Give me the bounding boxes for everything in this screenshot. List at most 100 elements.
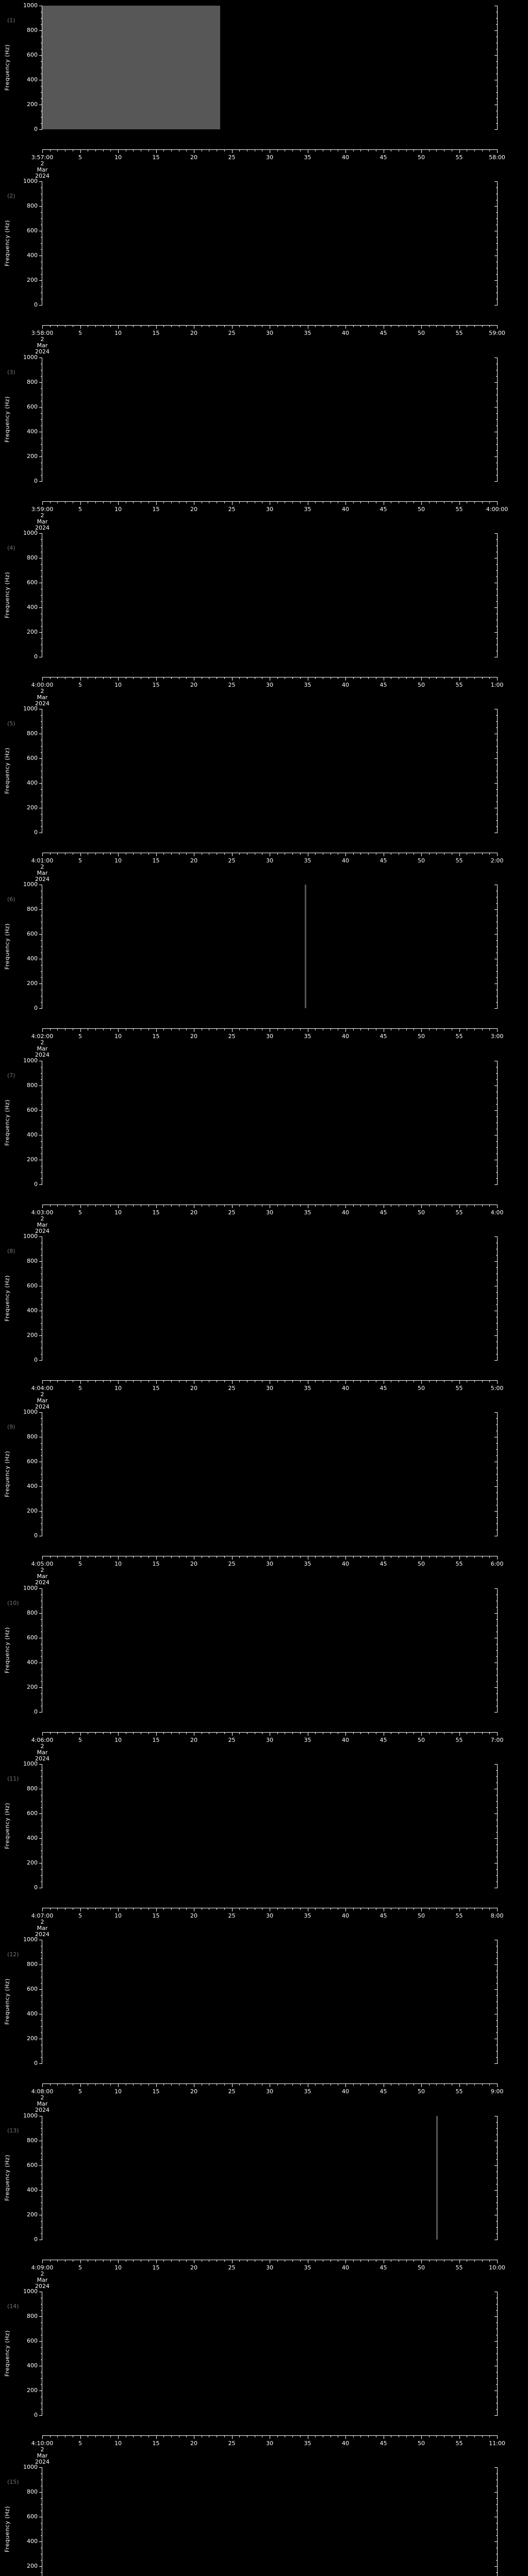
y-axis-minor-tick-right <box>496 721 498 722</box>
y-axis-minor-tick-right <box>496 2153 498 2154</box>
y-axis-minor-tick <box>41 1073 42 1074</box>
y-axis-tick-label: 1000 <box>23 2287 38 2295</box>
y-axis-tick-right <box>494 1989 498 1990</box>
x-axis-tick-label: 30 <box>266 681 273 688</box>
x-axis-tick <box>459 2435 460 2439</box>
x-axis-minor-tick <box>474 2084 475 2086</box>
x-axis-start-label: 3:57:00 2 Mar 2024 <box>31 154 54 179</box>
x-axis-tick <box>42 853 43 857</box>
x-axis-tick-label: 45 <box>380 2439 387 2447</box>
y-axis-tick <box>39 1184 42 1185</box>
x-axis-tick <box>345 1205 346 1208</box>
x-axis-minor-tick <box>163 1381 164 1383</box>
y-axis-label: Frequency (Hz) <box>4 1802 11 1849</box>
y-axis-tick-label: 400 <box>27 2010 38 2018</box>
x-axis-minor-tick <box>489 1908 490 1910</box>
y-axis-tick <box>39 1110 42 1111</box>
y-axis-minor-tick-right <box>496 92 498 93</box>
x-axis-tick <box>118 2084 119 2088</box>
x-axis-tick-label: 20 <box>190 505 197 513</box>
x-axis-minor-tick <box>247 1556 248 1558</box>
y-axis-tick <box>39 30 42 31</box>
x-axis-minor-tick <box>360 853 361 855</box>
x-axis-minor-tick <box>247 1381 248 1383</box>
x-axis-minor-tick <box>239 1381 240 1383</box>
x-axis-minor-tick <box>429 2260 430 2262</box>
x-axis-minor-tick <box>224 2084 225 2086</box>
x-axis-minor-tick <box>163 326 164 328</box>
x-axis-tick <box>345 1381 346 1384</box>
x-axis-tick <box>497 677 498 681</box>
y-axis-tick <box>39 1008 42 1009</box>
x-axis-minor-tick <box>360 1908 361 1910</box>
x-axis-tick-label: 15 <box>152 2088 160 2095</box>
x-axis-minor-tick <box>110 150 111 151</box>
x-axis-tick-label: 40 <box>342 2088 349 2095</box>
x-axis-minor-tick <box>103 1381 104 1383</box>
x-axis-minor-tick <box>224 501 225 503</box>
x-axis-minor-tick <box>57 1732 58 1734</box>
x-axis-minor-tick <box>300 1381 301 1383</box>
x-axis-tick <box>497 2260 498 2263</box>
x-axis-minor-tick <box>103 1732 104 1734</box>
y-axis-minor-tick-right <box>496 1801 498 1802</box>
x-axis-tick <box>118 150 119 153</box>
y-axis-tick-right <box>494 1613 498 1614</box>
x-axis-end-label: 58:00 <box>489 154 505 161</box>
x-axis-minor-tick <box>57 1556 58 1558</box>
x-axis-minor-tick <box>95 1029 96 1031</box>
x-axis-minor-tick <box>110 1732 111 1734</box>
x-axis-minor-tick <box>315 677 316 679</box>
x-axis-tick-label: 5 <box>78 1385 82 1392</box>
y-axis-minor-tick-right <box>496 274 498 275</box>
y-axis-tick <box>39 2415 42 2416</box>
y-axis-minor-tick <box>41 721 42 722</box>
panel-number-label: (15) <box>7 2479 19 2486</box>
x-axis-tick-label: 5 <box>78 154 82 161</box>
y-axis-tick-right <box>494 1335 498 1336</box>
x-axis-tick-label: 5 <box>78 2439 82 2447</box>
x-axis-minor-tick <box>95 1732 96 1734</box>
x-axis-minor-tick <box>368 1381 369 1383</box>
x-axis-minor-tick <box>353 1908 354 1910</box>
y-axis-minor-tick <box>41 903 42 904</box>
spectrogram-panel: 0 200 400 600 800 1000 Frequency (Hz) (12) 4:08:… <box>0 1934 528 2113</box>
y-axis-minor-tick <box>41 1116 42 1117</box>
x-axis-minor-tick <box>292 1029 293 1031</box>
x-axis-minor-tick <box>353 501 354 503</box>
y-axis-tick-right <box>494 1486 498 1487</box>
y-axis-tick-label: 600 <box>27 52 38 58</box>
y-axis-minor-tick <box>41 286 42 287</box>
x-axis-minor-tick <box>50 1381 51 1383</box>
y-axis-tick-label: 0 <box>34 1532 38 1539</box>
x-axis-tick <box>421 1556 422 1560</box>
x-axis-tick-label: 10 <box>114 2264 122 2271</box>
y-axis-minor-tick-right <box>496 746 498 747</box>
y-axis-minor-tick-right <box>496 249 498 250</box>
y-axis-tick-label: 1000 <box>23 1936 38 1943</box>
x-axis-tick-label: 55 <box>455 154 463 161</box>
x-axis-tick <box>232 1381 233 1384</box>
x-axis-minor-tick <box>474 1205 475 1207</box>
x-axis-minor-tick <box>103 1029 104 1031</box>
y-axis-tick-right <box>494 2165 498 2166</box>
x-axis-tick <box>156 1381 157 1384</box>
x-axis-tick-label: 20 <box>190 1033 197 1040</box>
x-axis-tick <box>232 1029 233 1032</box>
x-axis-tick-label: 20 <box>190 2439 197 2447</box>
x-axis-minor-tick <box>247 1205 248 1207</box>
x-axis-minor-tick <box>315 2435 316 2437</box>
x-axis-minor-tick <box>436 501 437 503</box>
x-axis-tick <box>156 150 157 153</box>
y-axis-minor-tick-right <box>496 1643 498 1645</box>
x-axis-minor-tick <box>239 501 240 503</box>
x-axis-minor-tick <box>436 2435 437 2437</box>
x-axis-minor-tick <box>239 1205 240 1207</box>
x-axis-minor-tick <box>406 2435 407 2437</box>
y-axis-minor-tick-right <box>496 237 498 238</box>
x-axis-minor-tick <box>489 1732 490 1734</box>
y-axis-tick-label: 200 <box>27 628 38 635</box>
x-axis-minor-tick <box>186 1908 187 1910</box>
y-axis-minor-tick-right <box>496 1474 498 1475</box>
plot-area <box>42 2467 497 2576</box>
